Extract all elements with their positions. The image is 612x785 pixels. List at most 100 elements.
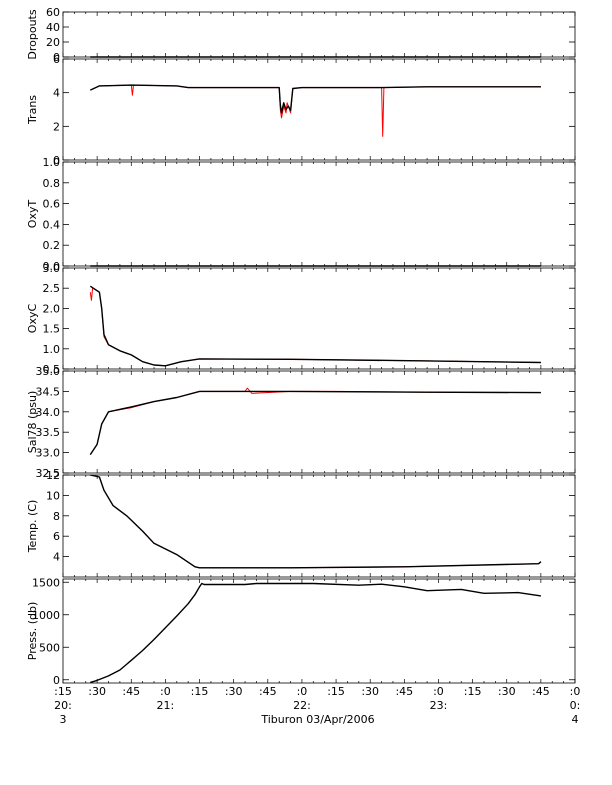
y-tick-label: 0.0 bbox=[43, 260, 61, 273]
x-tick-group: :00:4 bbox=[570, 685, 581, 726]
y-tick-label: 60 bbox=[46, 6, 60, 19]
x-tick-label: :30 bbox=[225, 685, 243, 698]
y-tick-label: 0 bbox=[53, 674, 60, 687]
y-axis-label: Press. (db) bbox=[26, 602, 39, 661]
panel-dropouts: 0 20 40 60 Dropouts bbox=[26, 6, 576, 64]
x-hour-label: 22: bbox=[293, 699, 311, 712]
y-tick-label: 1.0 bbox=[43, 343, 61, 356]
y-tick-label: 33.5 bbox=[36, 426, 61, 439]
x-tick-label: :45 bbox=[122, 685, 140, 698]
x-tick-group: :45 bbox=[122, 685, 140, 698]
x-tick-group: :30 bbox=[225, 685, 243, 698]
y-tick-label: 10 bbox=[46, 489, 60, 502]
x-day-label: 3 bbox=[60, 713, 67, 726]
y-tick-label: 1500 bbox=[32, 576, 60, 589]
y-tick-label: 0.5 bbox=[43, 363, 61, 376]
y-tick-label: 20 bbox=[46, 36, 60, 49]
y-axis-label: Dropouts bbox=[26, 9, 39, 59]
footer-label: Tiburon 03/Apr/2006 bbox=[260, 713, 374, 726]
x-tick-label: :0 bbox=[297, 685, 308, 698]
x-hour-label: 0: bbox=[570, 699, 581, 712]
y-tick-label: 6 bbox=[53, 53, 60, 66]
series-line-trans-0 bbox=[90, 84, 541, 137]
series-line-temp-0 bbox=[90, 474, 542, 569]
y-tick-label: 0.8 bbox=[43, 177, 61, 190]
series-line-temp-1 bbox=[90, 474, 542, 569]
series-line-sal-1 bbox=[89, 390, 541, 455]
series-line-press-0 bbox=[90, 582, 542, 684]
y-tick-label: 0 bbox=[53, 154, 60, 167]
y-tick-label: 0 bbox=[53, 51, 60, 64]
x-hour-label: 20: bbox=[54, 699, 72, 712]
y-tick-label: 0.4 bbox=[43, 218, 61, 231]
series-line-oxyc-1 bbox=[89, 285, 541, 367]
x-tick-group: :023: bbox=[430, 685, 448, 712]
x-tick-group: :45 bbox=[259, 685, 277, 698]
series-line-trans-1 bbox=[90, 84, 541, 114]
y-tick-label: 0.2 bbox=[43, 239, 61, 252]
series-line-oxyc-0 bbox=[89, 287, 541, 367]
panel-oxyt: 0.0 0.2 0.4 0.6 0.8 1.0 OxyT bbox=[26, 156, 576, 273]
x-tick-label: :30 bbox=[498, 685, 516, 698]
panel-frame bbox=[62, 161, 576, 267]
x-tick-label: :15 bbox=[327, 685, 345, 698]
y-tick-label: 1.5 bbox=[43, 323, 61, 336]
x-tick-group: :30 bbox=[361, 685, 379, 698]
x-tick-label: :30 bbox=[88, 685, 106, 698]
y-tick-label: 2.5 bbox=[43, 282, 61, 295]
x-tick-label: :0 bbox=[570, 685, 581, 698]
panel-frame bbox=[62, 11, 576, 58]
y-tick-label: 32.5 bbox=[36, 467, 61, 480]
y-tick-label: 3.0 bbox=[43, 262, 61, 275]
y-axis-label: OxyT bbox=[26, 200, 39, 229]
panel-frame bbox=[62, 58, 576, 161]
y-tick-label: 0.6 bbox=[43, 198, 61, 211]
y-tick-label: 35.0 bbox=[36, 365, 61, 378]
x-hour-label: 21: bbox=[157, 699, 175, 712]
y-tick-label: 34.5 bbox=[36, 385, 61, 398]
x-tick-group: :45 bbox=[395, 685, 413, 698]
x-tick-group: :15 bbox=[464, 685, 482, 698]
y-tick-label: 2.0 bbox=[43, 302, 61, 315]
y-tick-label: 34.0 bbox=[36, 406, 61, 419]
x-tick-group: :15 bbox=[191, 685, 209, 698]
x-tick-label: :15 bbox=[191, 685, 209, 698]
x-day-label: 4 bbox=[572, 713, 579, 726]
x-tick-label: :45 bbox=[259, 685, 277, 698]
panel-temp: 4 6 8 10 12 Temp. (C) bbox=[26, 469, 576, 578]
y-tick-label: 500 bbox=[39, 641, 60, 654]
y-tick-label: 4 bbox=[53, 551, 60, 564]
x-tick-group: :45 bbox=[532, 685, 550, 698]
y-axis-label: OxyC bbox=[26, 304, 39, 334]
y-axis-label: Temp. (C) bbox=[26, 500, 39, 554]
x-tick-label: :45 bbox=[395, 685, 413, 698]
x-tick-label: :15 bbox=[54, 685, 72, 698]
y-tick-label: 8 bbox=[53, 510, 60, 523]
y-axis-label: Sal78 (psu) bbox=[26, 391, 39, 454]
x-tick-group: :30 bbox=[88, 685, 106, 698]
x-tick-group: :30 bbox=[498, 685, 516, 698]
y-tick-label: 40 bbox=[46, 21, 60, 34]
panel-press: 0 500 1000 1500 Press. (db) bbox=[26, 576, 576, 687]
x-tick-label: :30 bbox=[361, 685, 379, 698]
panel-oxyc: 0.5 1.0 1.5 2.0 2.5 3.0 OxyC bbox=[26, 262, 576, 376]
y-tick-label: 6 bbox=[53, 530, 60, 543]
x-tick-label: :0 bbox=[160, 685, 171, 698]
x-tick-label: :45 bbox=[532, 685, 550, 698]
x-tick-label: :15 bbox=[464, 685, 482, 698]
panel-frame bbox=[62, 267, 576, 370]
y-axis-label: Trans bbox=[26, 95, 39, 125]
y-tick-label: 33.0 bbox=[36, 447, 61, 460]
panel-frame bbox=[62, 578, 576, 684]
y-tick-label: 2 bbox=[53, 120, 60, 133]
panel-trans: 0 2 4 6 Trans bbox=[26, 53, 576, 167]
x-tick-group: :021: bbox=[157, 685, 175, 712]
x-tick-label: :0 bbox=[433, 685, 444, 698]
x-tick-group: :15 bbox=[327, 685, 345, 698]
panel-sal: 32.5 33.0 33.5 34.0 34.5 35.0 Sal78 (psu) bbox=[26, 365, 576, 480]
x-tick-group: :022: bbox=[293, 685, 311, 712]
y-tick-label: 1000 bbox=[32, 609, 60, 622]
x-hour-label: 23: bbox=[430, 699, 448, 712]
